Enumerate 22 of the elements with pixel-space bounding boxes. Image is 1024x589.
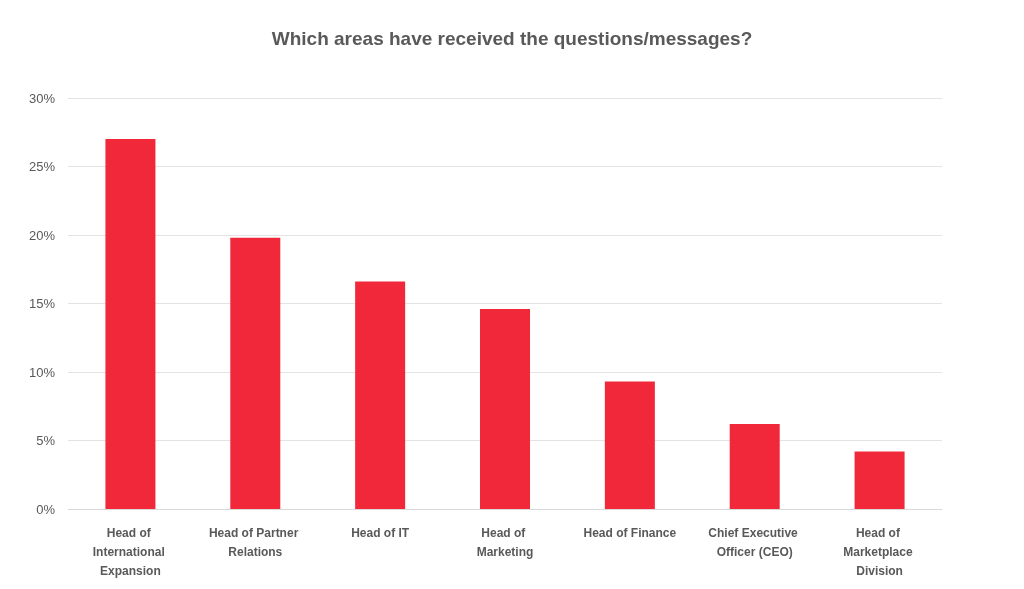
bar [105, 139, 156, 509]
bar [604, 381, 655, 509]
y-tick-label: 25% [28, 159, 56, 174]
x-tick-label: Head of Finance [583, 525, 677, 540]
y-tick-label: 20% [28, 227, 56, 243]
x-tick-label: Head of IT [351, 525, 410, 540]
y-tick-label: 5% [36, 433, 56, 448]
x-tick-label: Head of International Expansion [92, 525, 169, 578]
y-tick-label: 30% [28, 90, 56, 106]
y-tick-label: 0% [36, 501, 56, 517]
bar [230, 237, 281, 509]
chart-title: Which areas have received the questions/messages? [271, 28, 753, 49]
bar [854, 451, 905, 509]
x-tick-label: Head of Marketplace Division [843, 525, 916, 578]
y-tick-label: 15% [28, 296, 56, 311]
x-tick-label: Head of Marketing [476, 525, 534, 559]
x-tick-label: Chief Executive Officer (CEO) [708, 525, 802, 559]
bar [729, 424, 780, 509]
bar [480, 308, 530, 509]
y-tick-label: 10% [28, 364, 56, 380]
x-tick-label: Head of Partner Relations [208, 525, 302, 559]
bar [355, 281, 406, 509]
